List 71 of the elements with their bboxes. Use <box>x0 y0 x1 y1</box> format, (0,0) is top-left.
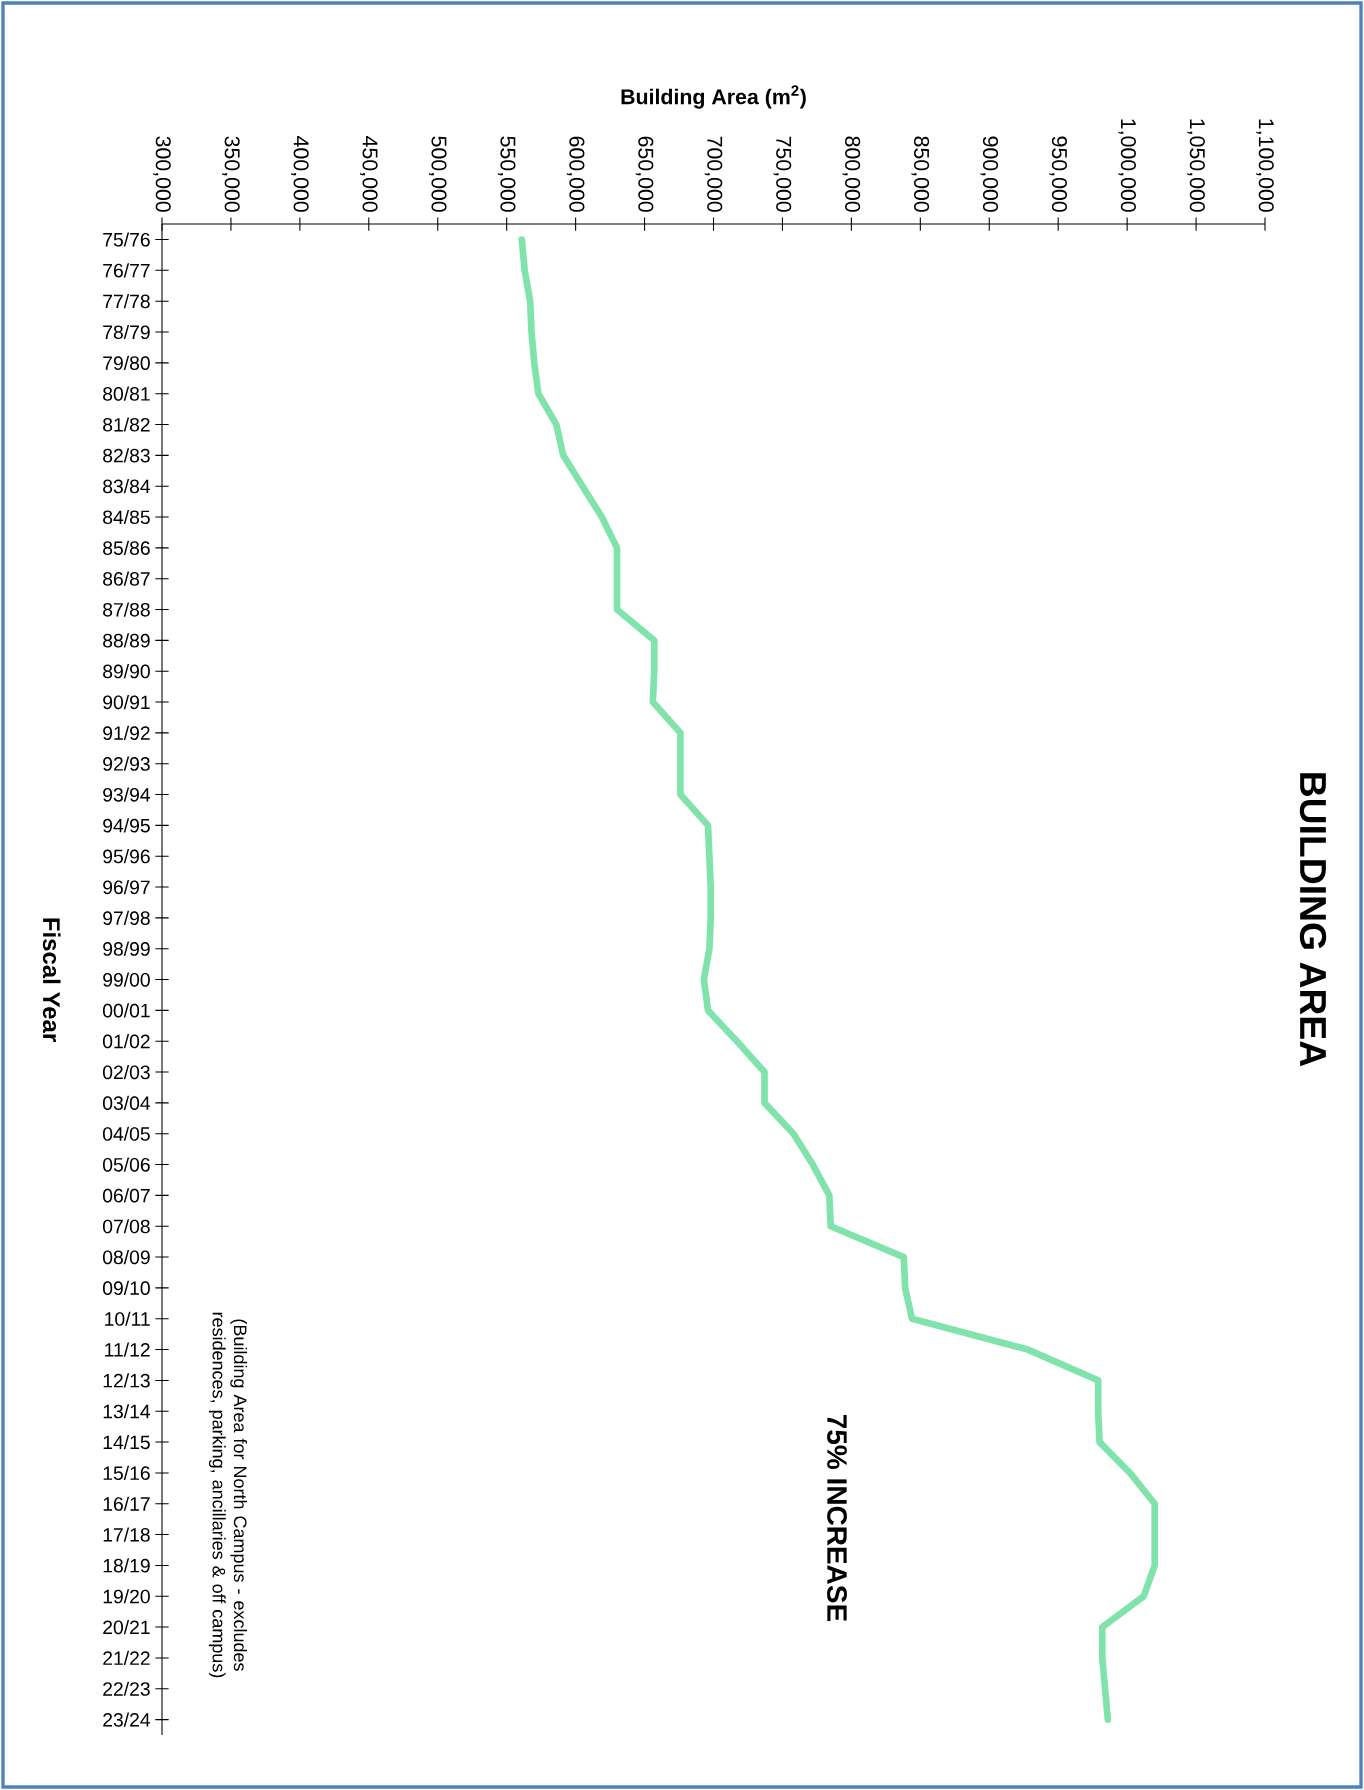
x-tick-label: 450,000 <box>360 136 378 212</box>
x-tick-label: 1,000,000 <box>1118 119 1136 212</box>
y-tick-label: 10/11 <box>105 1311 150 1326</box>
y-tick-label: 07/08 <box>102 1219 150 1234</box>
y-tick-label: 09/10 <box>102 1280 150 1295</box>
y-tick-label: 88/89 <box>103 633 150 648</box>
y-tick-label: 92/93 <box>103 756 150 771</box>
x-axis-title: Building Area (m$^{2}$) <box>621 85 806 109</box>
text: BUILDING AREA <box>1299 773 1327 1067</box>
x-tick-label: 900,000 <box>980 136 999 212</box>
x-tick-label: 750,000 <box>773 136 792 212</box>
y-tick-label: 96/97 <box>103 879 150 895</box>
y-tick-label: 89/90 <box>103 664 150 679</box>
y-tick-label: 90/91 <box>103 694 150 710</box>
y-tick-label: 79/80 <box>103 355 150 370</box>
y-tick-label: 21/22 <box>103 1650 150 1666</box>
y-tick-label: 77/78 <box>103 294 150 309</box>
y-tick-label: 16/17 <box>103 1496 150 1511</box>
y-tick-label: 12/13 <box>103 1373 150 1388</box>
y-tick-label: 20/21 <box>103 1619 150 1635</box>
y-tick-label: 03/04 <box>102 1095 151 1110</box>
y-tick-label: 06/07 <box>102 1188 150 1203</box>
y-tick-label: 14/15 <box>103 1434 150 1450</box>
x-tick-label: 300,000 <box>153 136 171 212</box>
x-tick-label: 400,000 <box>291 136 309 212</box>
y-tick-label: 76/77 <box>103 263 150 278</box>
y-tick-label: 80/81 <box>103 386 150 401</box>
y-axis-title: Fiscal Year <box>42 918 61 1042</box>
y-tick-label: 13/14 <box>103 1404 151 1419</box>
y-tick-label: 85/86 <box>103 540 150 555</box>
y-tick-label: 08/09 <box>102 1249 150 1265</box>
y-tick-label: 18/19 <box>103 1558 150 1573</box>
y-tick-label: 05/06 <box>102 1157 150 1172</box>
y-tick-label: 01/02 <box>102 1034 150 1049</box>
y-tick-label: 98/99 <box>103 941 150 956</box>
y-tick-label: 91/92 <box>103 725 150 740</box>
x-tick-label: 1,100,000 <box>1256 119 1274 212</box>
x-tick-label: 550,000 <box>497 136 516 212</box>
annotation: (Building Area for North Campus - excludes residences, parking, ancillaries & off campus) <box>208 1312 248 1678</box>
x-tick-label: 850,000 <box>911 136 930 212</box>
y-tick-label: 95/96 <box>103 849 150 864</box>
y-tick-label: 87/88 <box>103 602 150 617</box>
y-tick-label: 22/23 <box>103 1681 150 1696</box>
x-tick-label: 950,000 <box>1049 136 1067 212</box>
y-tick-label: 82/83 <box>103 448 150 463</box>
y-tick-label: 15/16 <box>103 1465 150 1481</box>
y-tick-label: 83/84 <box>103 479 151 494</box>
x-tick-label: 350,000 <box>222 136 240 212</box>
y-tick-label: 23/24 <box>103 1712 151 1727</box>
x-tick-label: 1,050,000 <box>1187 119 1205 212</box>
x-tick-label: 650,000 <box>635 136 654 212</box>
y-tick-label: 84/85 <box>103 509 150 525</box>
x-tick-label: 600,000 <box>566 136 585 212</box>
y-tick-label: 78/79 <box>103 324 150 340</box>
y-tick-label: 81/82 <box>103 417 150 432</box>
x-tick-label: 700,000 <box>704 136 723 212</box>
y-tick-label: 04/05 <box>102 1126 150 1141</box>
y-tick-label: 86/87 <box>103 571 150 586</box>
y-tick-label: 11/12 <box>105 1342 150 1357</box>
y-tick-label: 00/01 <box>102 1003 150 1018</box>
annotation: 75% INCREASE <box>827 1414 847 1622</box>
y-tick-label: 17/18 <box>103 1527 150 1542</box>
y-tick-label: 94/95 <box>103 818 150 833</box>
y-tick-label: 19/20 <box>103 1589 150 1604</box>
y-tick-label: 75/76 <box>103 232 150 247</box>
y-tick-label: 97/98 <box>103 910 150 925</box>
x-tick-label: 800,000 <box>842 136 861 212</box>
y-tick-label: 93/94 <box>103 787 151 802</box>
x-tick-label: 500,000 <box>428 136 447 212</box>
y-tick-label: 99/00 <box>103 972 150 987</box>
y-tick-label: 02/03 <box>102 1064 150 1080</box>
